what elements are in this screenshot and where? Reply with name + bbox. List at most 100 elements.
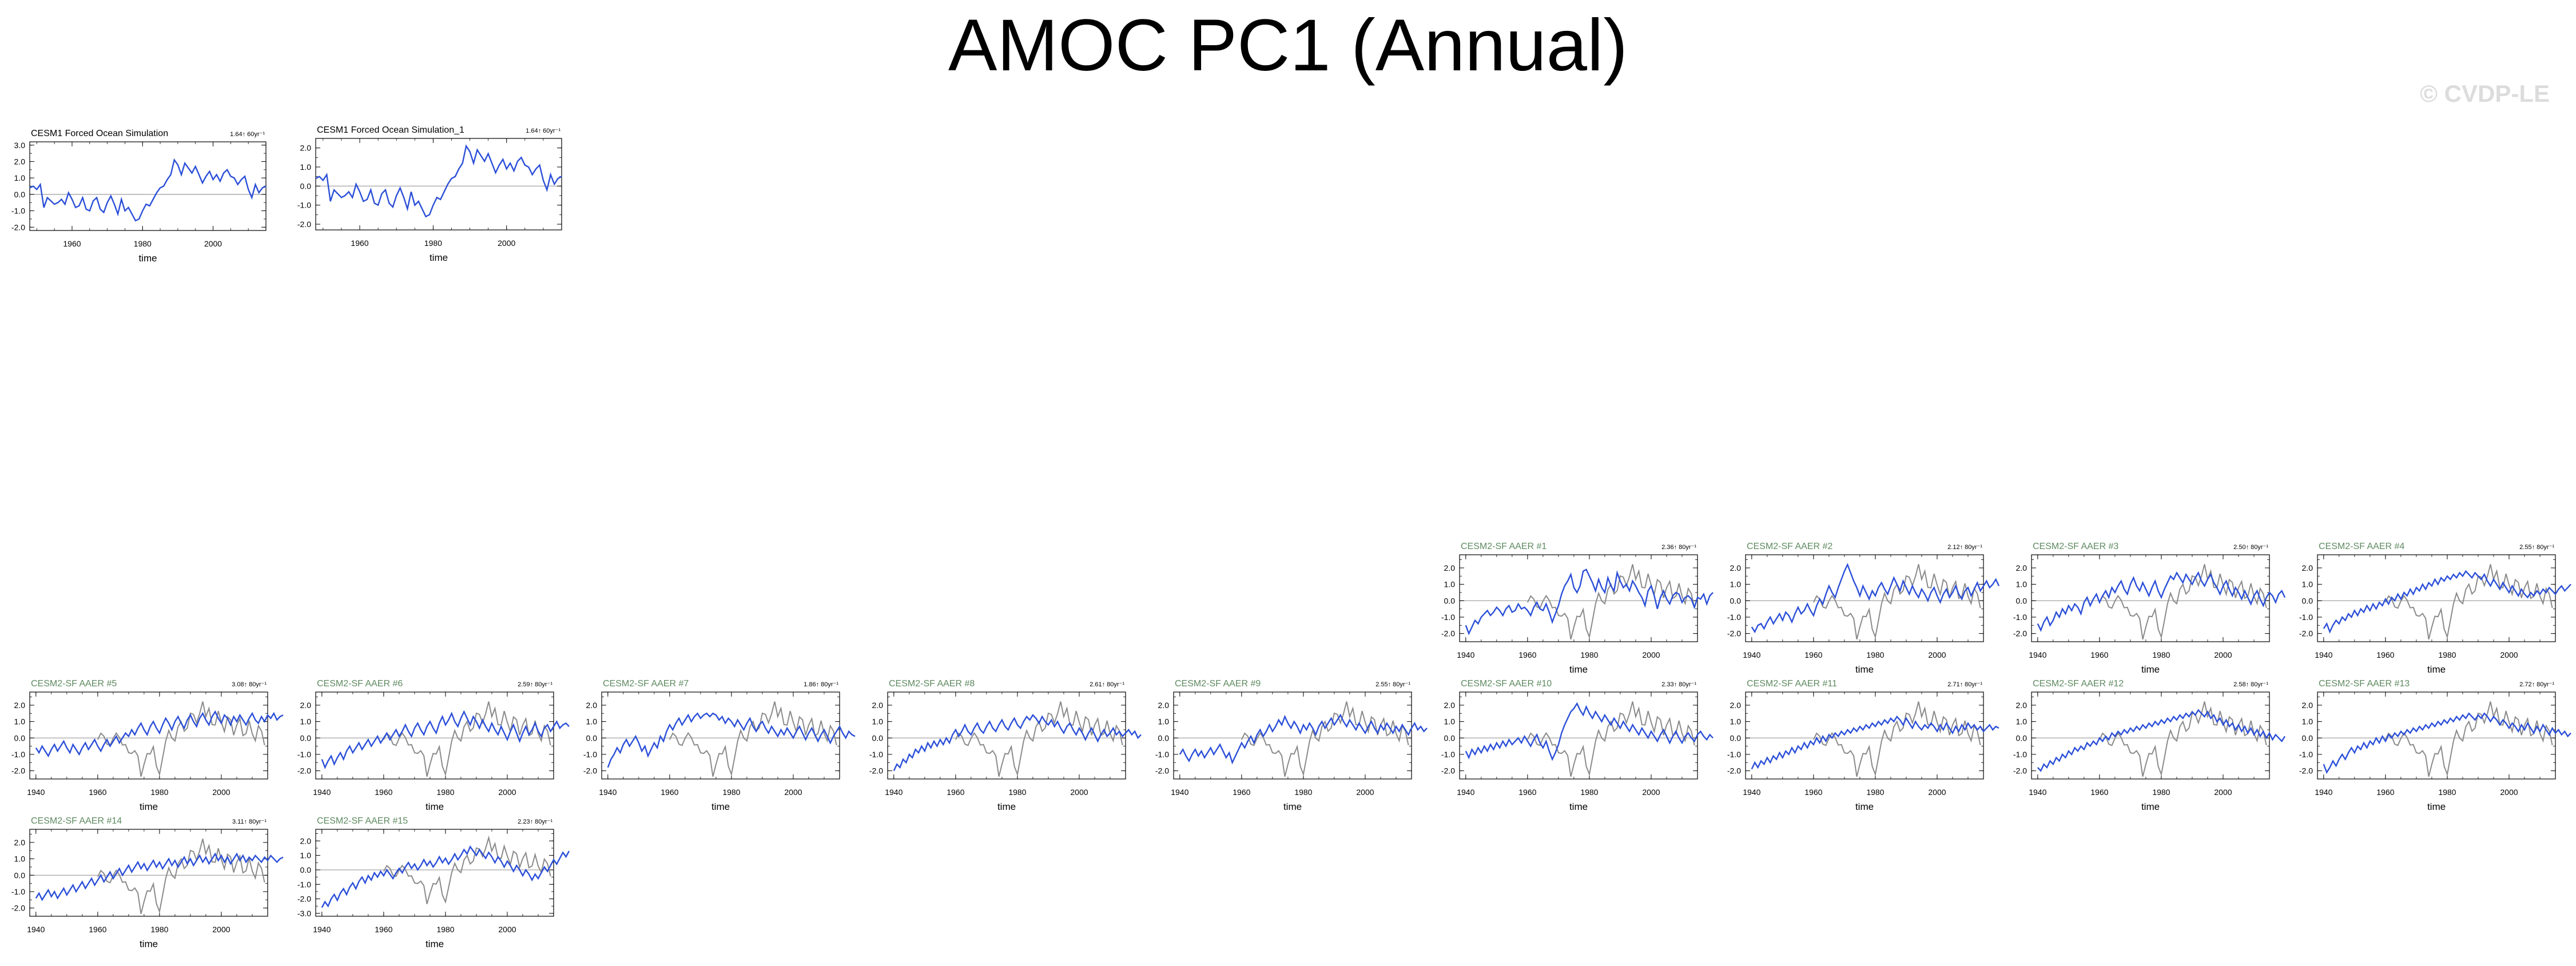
panel-title: CESM2-SF AAER #12 [2033, 679, 2124, 689]
trend-rate-label: 1.64↑ 60yr⁻¹ [526, 128, 560, 134]
y-tick-label: -1.0 [869, 750, 883, 759]
y-tick-label: 2.0 [1444, 563, 1456, 573]
y-tick-label: 2.0 [1158, 701, 1170, 710]
x-axis-label: time [1283, 801, 1302, 812]
y-tick-label: 0.0 [14, 870, 26, 880]
x-tick-label: 1980 [424, 238, 442, 248]
page-title: AMOC PC1 (Annual) [948, 5, 1628, 86]
panel-title: CESM2-SF AAER #3 [2033, 542, 2118, 551]
y-tick-label: 2.0 [2016, 563, 2028, 573]
y-tick-label: -2.0 [2013, 629, 2027, 638]
y-tick-label: -1.0 [11, 887, 25, 896]
x-tick-label: 1980 [150, 925, 168, 934]
pc1-series-line [2037, 571, 2286, 632]
x-tick-label: 1980 [134, 239, 152, 248]
panel-title: CESM2-SF AAER #14 [31, 816, 122, 826]
y-tick-label: 1.0 [2302, 580, 2313, 589]
chart-panel: -2.0 -1.0 0.0 1.0 2.0 1940 1960 1980 2000 time CES… [869, 679, 1142, 812]
plot-frame [2031, 554, 2270, 642]
y-tick-label: -1.0 [297, 880, 311, 889]
x-tick-label: 2000 [1928, 788, 1946, 797]
y-tick-label: 0.0 [1444, 733, 1456, 742]
watermark: © CVDP-LE [2420, 80, 2550, 107]
x-axis-label: time [1855, 801, 1874, 812]
x-tick-label: 2000 [498, 788, 516, 797]
observations-line [669, 701, 837, 777]
chart-panel: -2.0 -1.0 0.0 1.0 2.0 1940 1960 1980 2000 time CES… [11, 679, 284, 812]
x-tick-label: 1960 [1804, 650, 1822, 659]
x-tick-label: 1940 [2315, 788, 2332, 797]
panel-title: CESM2-SF AAER #11 [1747, 679, 1837, 689]
y-tick-label: 2.0 [1730, 701, 1742, 710]
pc1-series-line [1751, 563, 2000, 634]
plot-frame [315, 691, 554, 780]
x-tick-label: 1980 [436, 925, 454, 934]
x-axis-label: time [426, 939, 444, 949]
x-axis-label: time [2141, 801, 2160, 812]
panel-title: CESM1 Forced Ocean Simulation_1 [317, 125, 464, 135]
panel-title: CESM2-SF AAER #10 [1461, 679, 1552, 689]
x-tick-label: 1940 [2315, 650, 2332, 659]
y-tick-label: -2.0 [2299, 766, 2313, 776]
y-tick-label: -1.0 [11, 206, 25, 216]
y-tick-label: -2.0 [2013, 766, 2027, 776]
x-axis-label: time [1855, 664, 1874, 675]
chart-panel: -2.0 -1.0 0.0 1.0 2.0 1960 1980 2000 time CESM1 F… [297, 125, 562, 263]
observations-line [97, 838, 265, 915]
y-tick-label: -2.0 [869, 766, 883, 776]
plot-frame [2031, 691, 2270, 780]
chart-panel: -2.0 -1.0 0.0 1.0 2.0 1940 1960 1980 2000 time CES… [2013, 542, 2286, 675]
x-tick-label: 1940 [313, 788, 331, 797]
y-tick-label: -2.0 [1727, 766, 1741, 776]
x-tick-label: 1940 [2029, 650, 2046, 659]
observations-line [1241, 701, 1409, 777]
observations-line [383, 835, 551, 904]
y-tick-label: -2.0 [583, 766, 597, 776]
plot-frame [1745, 691, 1984, 780]
y-tick-label: -2.0 [11, 766, 25, 776]
y-tick-label: -1.0 [2013, 613, 2027, 622]
chart-panel: -2.0 -1.0 0.0 1.0 2.0 1940 1960 1980 2000 time CES… [1727, 679, 1999, 812]
trend-rate-label: 2.55↑ 80yr⁻¹ [1376, 681, 1410, 688]
trend-rate-label: 1.86↑ 80yr⁻¹ [804, 681, 838, 688]
x-tick-label: 1940 [599, 788, 617, 797]
x-axis-label: time [426, 801, 444, 812]
x-tick-label: 1960 [375, 925, 392, 934]
observations-line [97, 701, 265, 777]
y-tick-label: 1.0 [2016, 580, 2028, 589]
observations-line [1527, 701, 1695, 777]
panel-title: CESM2-SF AAER #2 [1747, 542, 1832, 551]
x-tick-label: 1940 [1457, 788, 1474, 797]
y-tick-label: 0.0 [1730, 596, 1742, 605]
chart-panel: -2.0 -1.0 0.0 1.0 2.0 1940 1960 1980 2000 time CES… [1441, 679, 1714, 812]
x-tick-label: 1940 [1171, 788, 1188, 797]
observations-line [1813, 564, 1981, 640]
y-tick-label: 2.0 [586, 701, 598, 710]
y-tick-label: -1.0 [1441, 613, 1455, 622]
y-tick-label: 1.0 [300, 717, 312, 726]
trend-rate-label: 2.59↑ 80yr⁻¹ [518, 681, 552, 688]
trend-rate-label: 2.23↑ 80yr⁻¹ [518, 818, 552, 825]
x-tick-label: 1960 [89, 788, 106, 797]
y-tick-label: 1.0 [14, 717, 26, 726]
y-tick-label: -2.0 [297, 766, 311, 776]
observations-line [2099, 701, 2267, 777]
y-tick-label: -2.0 [297, 220, 311, 229]
x-tick-label: 1940 [27, 925, 45, 934]
trend-rate-label: 1.64↑ 60yr⁻¹ [230, 131, 265, 138]
x-axis-label: time [1569, 801, 1588, 812]
x-tick-label: 1980 [722, 788, 740, 797]
panel-title: CESM2-SF AAER #15 [317, 816, 408, 826]
y-tick-label: 1.0 [1730, 580, 1742, 589]
y-tick-label: 1.0 [1444, 717, 1456, 726]
y-tick-label: -2.0 [297, 895, 311, 904]
observations-line [2385, 564, 2553, 640]
observations-line [1527, 564, 1695, 640]
plot-frame [29, 691, 268, 780]
x-tick-label: 1960 [375, 788, 392, 797]
pc1-series-line [893, 714, 1142, 772]
x-tick-label: 2000 [1642, 788, 1660, 797]
y-tick-label: 0.0 [872, 733, 884, 742]
x-tick-label: 1960 [63, 239, 81, 248]
trend-rate-label: 2.50↑ 80yr⁻¹ [2233, 544, 2268, 551]
